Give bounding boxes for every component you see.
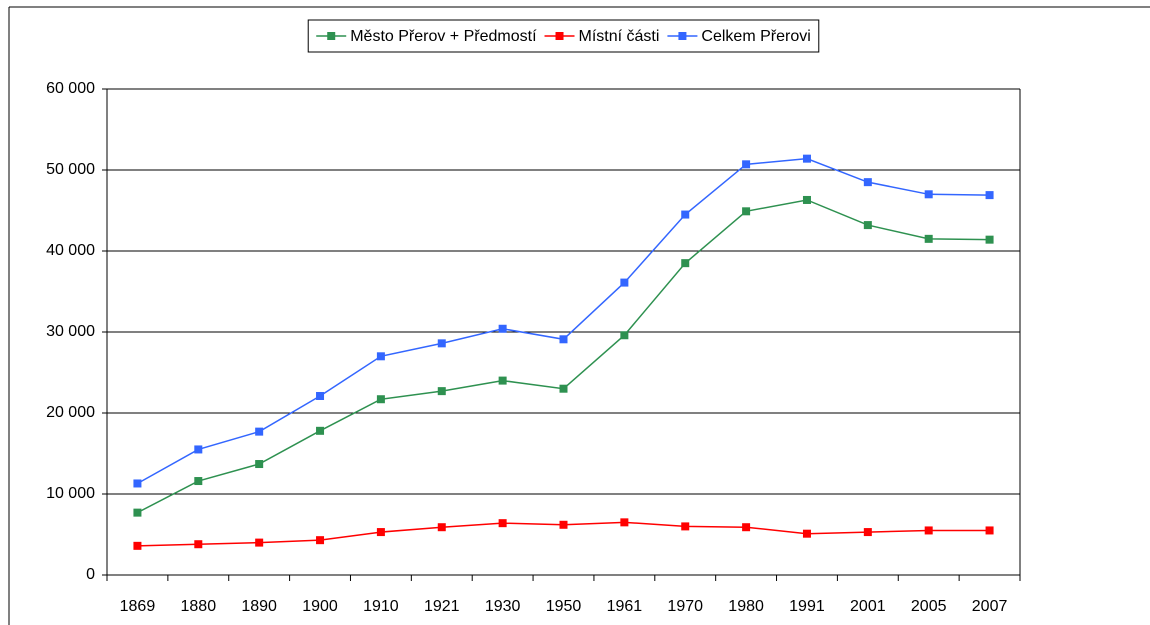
marker xyxy=(924,234,933,243)
x-tick-label: 1869 xyxy=(120,598,156,615)
x-tick-label: 1950 xyxy=(546,598,582,615)
marker xyxy=(194,445,203,454)
x-tick-label: 1961 xyxy=(607,598,643,615)
marker xyxy=(863,221,872,230)
y-tick-label: 50 000 xyxy=(46,161,95,178)
marker xyxy=(742,523,751,532)
marker xyxy=(437,523,446,532)
marker xyxy=(376,395,385,404)
marker xyxy=(559,520,568,529)
marker xyxy=(985,526,994,535)
marker xyxy=(498,376,507,385)
marker xyxy=(681,210,690,219)
marker xyxy=(742,160,751,169)
x-tick-label: 1991 xyxy=(789,598,825,615)
marker xyxy=(863,178,872,187)
series-line xyxy=(137,199,990,514)
x-tick-label: 1880 xyxy=(181,598,217,615)
y-tick-label: 60 000 xyxy=(46,80,95,97)
marker xyxy=(559,384,568,393)
marker xyxy=(802,529,811,538)
x-tick-label: 2001 xyxy=(850,598,886,615)
marker xyxy=(255,427,264,436)
marker xyxy=(802,195,811,204)
marker xyxy=(316,536,325,545)
marker xyxy=(255,538,264,547)
marker xyxy=(924,526,933,535)
x-tick-label: 2005 xyxy=(911,598,947,615)
legend-label: Celkem Přerovi xyxy=(701,28,810,45)
x-tick-label: 1900 xyxy=(302,598,338,615)
marker xyxy=(133,479,142,488)
marker xyxy=(194,540,203,549)
legend-label: Místní části xyxy=(579,28,660,45)
marker xyxy=(316,391,325,400)
x-tick-label: 1890 xyxy=(241,598,277,615)
marker xyxy=(863,528,872,537)
marker xyxy=(133,508,142,517)
legend-label: Město Přerov + Předmostí xyxy=(350,28,537,45)
x-tick-label: 1930 xyxy=(485,598,521,615)
marker xyxy=(133,541,142,550)
series-line xyxy=(137,157,990,485)
y-tick-label: 40 000 xyxy=(46,242,95,259)
marker xyxy=(376,528,385,537)
marker xyxy=(194,477,203,486)
x-tick-label: 1980 xyxy=(728,598,764,615)
marker xyxy=(376,352,385,361)
y-tick-label: 20 000 xyxy=(46,404,95,421)
x-tick-label: 2007 xyxy=(972,598,1008,615)
x-tick-label: 1910 xyxy=(363,598,399,615)
marker xyxy=(620,278,629,287)
marker xyxy=(437,339,446,348)
marker xyxy=(559,335,568,344)
marker xyxy=(316,426,325,435)
marker xyxy=(924,190,933,199)
marker xyxy=(620,518,629,527)
marker xyxy=(681,522,690,531)
marker xyxy=(498,519,507,528)
legend-marker xyxy=(327,32,336,40)
marker xyxy=(802,154,811,163)
marker xyxy=(681,259,690,268)
y-tick-label: 30 000 xyxy=(46,323,95,340)
y-tick-label: 0 xyxy=(86,566,95,583)
x-tick-label: 1921 xyxy=(424,598,460,615)
marker xyxy=(498,324,507,333)
marker xyxy=(620,331,629,340)
marker xyxy=(985,191,994,200)
y-tick-label: 10 000 xyxy=(46,485,95,502)
x-tick-label: 1970 xyxy=(667,598,703,615)
marker xyxy=(742,207,751,216)
marker xyxy=(255,460,264,469)
marker xyxy=(437,387,446,396)
marker xyxy=(985,235,994,244)
legend-marker xyxy=(678,32,687,40)
legend-marker xyxy=(555,32,564,40)
